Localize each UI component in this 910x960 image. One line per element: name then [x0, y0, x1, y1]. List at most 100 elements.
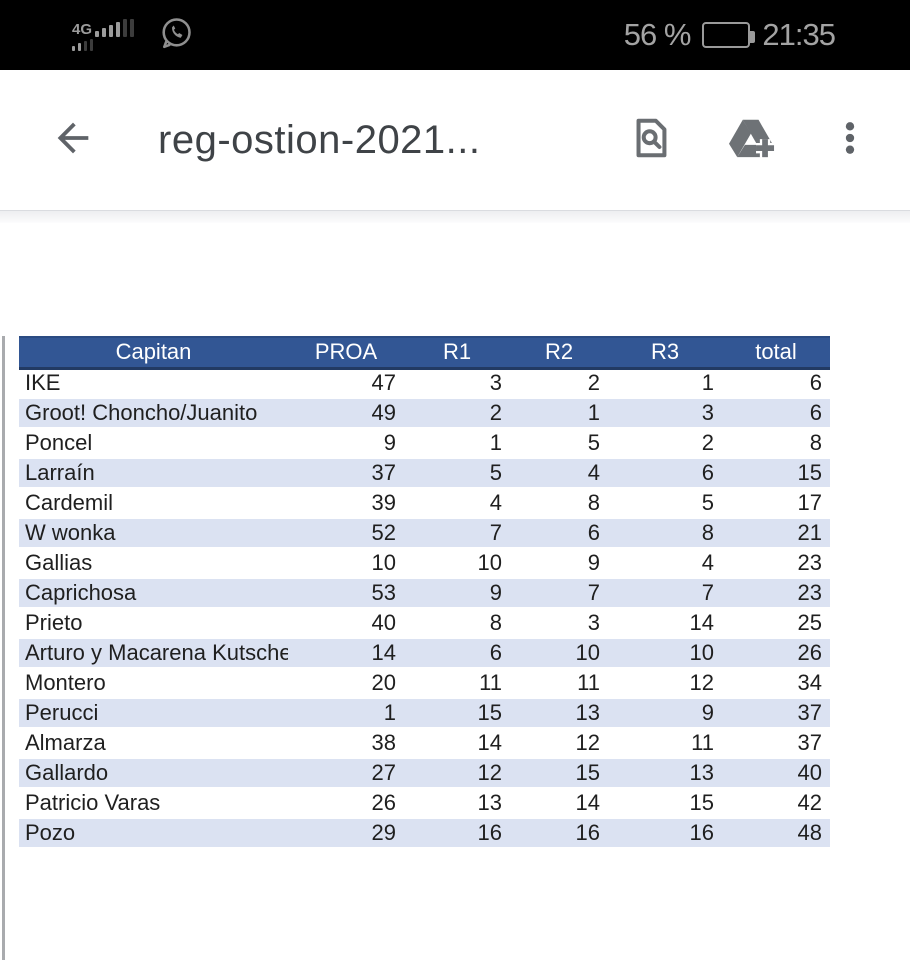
score-cell: 10	[288, 547, 404, 579]
score-cell: 6	[510, 517, 608, 549]
capitan-cell: Poncel	[19, 427, 288, 459]
col-header-r3: R3	[608, 336, 722, 370]
status-bar: 4G	[0, 0, 910, 70]
score-cell: 7	[608, 577, 722, 609]
score-cell: 6	[608, 457, 722, 489]
score-cell: 10	[404, 547, 510, 579]
score-cell: 14	[510, 787, 608, 819]
page-edge-line	[2, 336, 5, 960]
score-cell: 53	[288, 577, 404, 609]
score-cell: 9	[288, 427, 404, 459]
score-cell: 7	[404, 517, 510, 549]
document-title: reg-ostion-2021...	[158, 117, 481, 162]
score-cell: 2	[404, 397, 510, 429]
score-cell: 8	[404, 607, 510, 639]
find-in-document-button[interactable]	[628, 115, 674, 166]
score-cell: 6	[722, 397, 830, 429]
score-cell: 14	[288, 637, 404, 669]
capitan-cell: Gallardo	[19, 757, 288, 789]
score-cell: 38	[288, 727, 404, 759]
score-cell: 34	[722, 667, 830, 699]
google-drive-add-icon	[726, 115, 778, 166]
score-cell: 14	[608, 607, 722, 639]
whatsapp-notification-icon	[158, 15, 194, 56]
capitan-cell: Prieto	[19, 607, 288, 639]
score-cell: 37	[288, 457, 404, 489]
score-cell: 11	[608, 727, 722, 759]
score-cell: 1	[608, 367, 722, 399]
score-cell: 12	[608, 667, 722, 699]
score-cell: 16	[404, 817, 510, 849]
table-row: Arturo y Macarena Kutscher 14 6 10 10 26	[19, 637, 830, 669]
score-cell: 20	[288, 667, 404, 699]
score-cell: 12	[404, 757, 510, 789]
score-cell: 2	[510, 367, 608, 399]
score-cell: 9	[404, 577, 510, 609]
score-cell: 10	[608, 637, 722, 669]
score-cell: 40	[722, 757, 830, 789]
back-button[interactable]	[50, 117, 96, 163]
results-table: Capitan PROA R1 R2 R3 total IKE 47 3 2 1 6 Gro…	[19, 336, 830, 849]
table-header-row: Capitan PROA R1 R2 R3 total	[19, 336, 830, 370]
score-cell: 15	[510, 757, 608, 789]
score-cell: 12	[510, 727, 608, 759]
capitan-cell: Montero	[19, 667, 288, 699]
table-row: Montero 20 11 11 12 34	[19, 667, 830, 699]
score-cell: 17	[722, 487, 830, 519]
score-cell: 8	[510, 487, 608, 519]
col-header-total: total	[722, 336, 830, 370]
table-row: Prieto 40 8 3 14 25	[19, 607, 830, 639]
score-cell: 40	[288, 607, 404, 639]
score-cell: 15	[404, 697, 510, 729]
score-cell: 8	[722, 427, 830, 459]
score-cell: 7	[510, 577, 608, 609]
score-cell: 48	[722, 817, 830, 849]
document-viewer[interactable]: Capitan PROA R1 R2 R3 total IKE 47 3 2 1 6 Gro…	[0, 336, 910, 960]
capitan-cell: Cardemil	[19, 487, 288, 519]
table-row: Groot! Choncho/Juanito 49 2 1 3 6	[19, 397, 830, 429]
more-options-button[interactable]	[830, 118, 870, 163]
score-cell: 23	[722, 547, 830, 579]
capitan-cell: Almarza	[19, 727, 288, 759]
score-cell: 13	[608, 757, 722, 789]
capitan-cell: Larraín	[19, 457, 288, 489]
appbar-shadow	[0, 211, 910, 223]
score-cell: 1	[510, 397, 608, 429]
find-in-page-icon	[628, 115, 674, 166]
score-cell: 10	[510, 637, 608, 669]
capitan-cell: Arturo y Macarena Kutscher	[19, 637, 288, 669]
col-header-capitan: Capitan	[19, 336, 288, 370]
score-cell: 2	[608, 427, 722, 459]
score-cell: 4	[404, 487, 510, 519]
table-row: Caprichosa 53 9 7 7 23	[19, 577, 830, 609]
score-cell: 39	[288, 487, 404, 519]
overflow-menu-icon	[830, 118, 870, 163]
table-row: Cardemil 39 4 8 5 17	[19, 487, 830, 519]
score-cell: 37	[722, 727, 830, 759]
table-row: Pozo 29 16 16 16 48	[19, 817, 830, 849]
score-cell: 47	[288, 367, 404, 399]
score-cell: 13	[404, 787, 510, 819]
col-header-r1: R1	[404, 336, 510, 370]
score-cell: 26	[722, 637, 830, 669]
table-row: Gallardo 27 12 15 13 40	[19, 757, 830, 789]
score-cell: 13	[510, 697, 608, 729]
col-header-r2: R2	[510, 336, 608, 370]
score-cell: 1	[404, 427, 510, 459]
score-cell: 6	[404, 637, 510, 669]
battery-percent-text: 56 %	[623, 17, 692, 52]
table-row: W wonka 52 7 6 8 21	[19, 517, 830, 549]
score-cell: 25	[722, 607, 830, 639]
add-to-drive-button[interactable]	[726, 115, 778, 166]
score-cell: 14	[404, 727, 510, 759]
score-cell: 16	[510, 817, 608, 849]
table-row: IKE 47 3 2 1 6	[19, 367, 830, 399]
battery-icon	[702, 22, 756, 48]
score-cell: 49	[288, 397, 404, 429]
clock-text: 21:35	[762, 17, 836, 52]
capitan-cell: Perucci	[19, 697, 288, 729]
signal-strength-icon: 4G	[72, 19, 135, 51]
score-cell: 5	[404, 457, 510, 489]
table-row: Larraín 37 5 4 6 15	[19, 457, 830, 489]
